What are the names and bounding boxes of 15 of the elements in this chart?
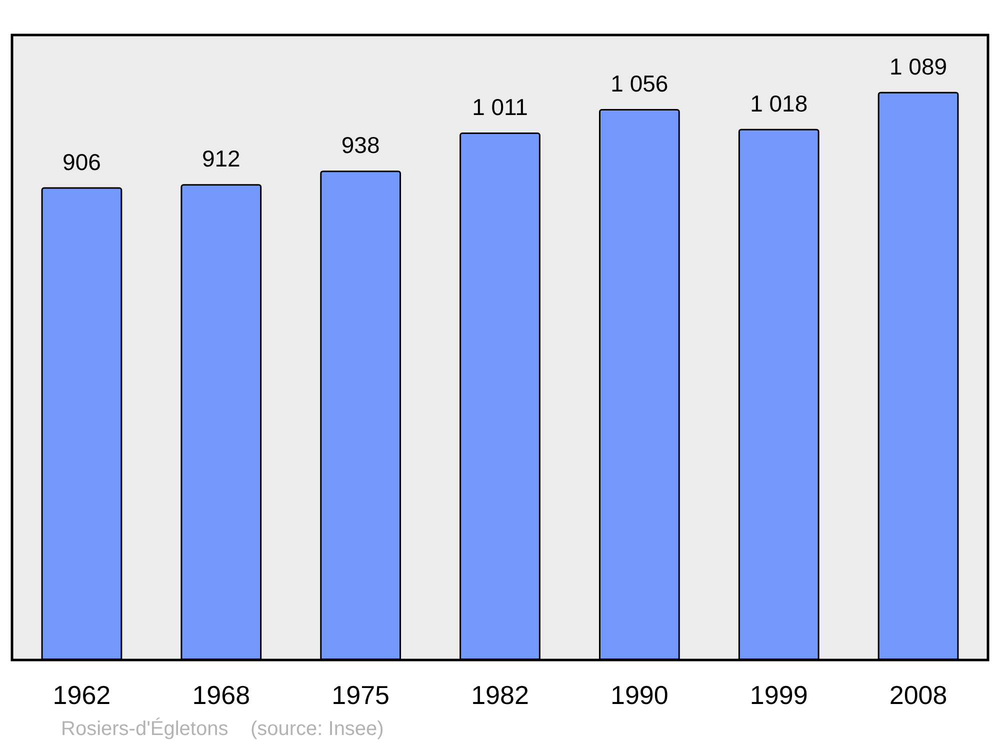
data-label: 906 <box>62 148 101 175</box>
data-label: 1 056 <box>610 70 668 97</box>
x-tick-label: 1999 <box>750 680 808 710</box>
text: Rosiers-d'Égletons (source: Insee) <box>61 717 384 740</box>
data-label: 1 089 <box>890 53 948 80</box>
x-tick-label: 1982 <box>471 680 529 710</box>
x-tick-label: 1990 <box>610 680 668 710</box>
data-label: 912 <box>202 146 240 172</box>
x-tick-label: 1962 <box>52 680 111 710</box>
x-tick-label: 1968 <box>192 680 250 710</box>
data-label: 1 018 <box>750 90 808 116</box>
data-label: 938 <box>341 132 380 158</box>
data-label: 1 011 <box>472 94 528 120</box>
x-tick-label: 2008 <box>889 680 948 710</box>
x-tick-label: 1975 <box>332 680 390 710</box>
